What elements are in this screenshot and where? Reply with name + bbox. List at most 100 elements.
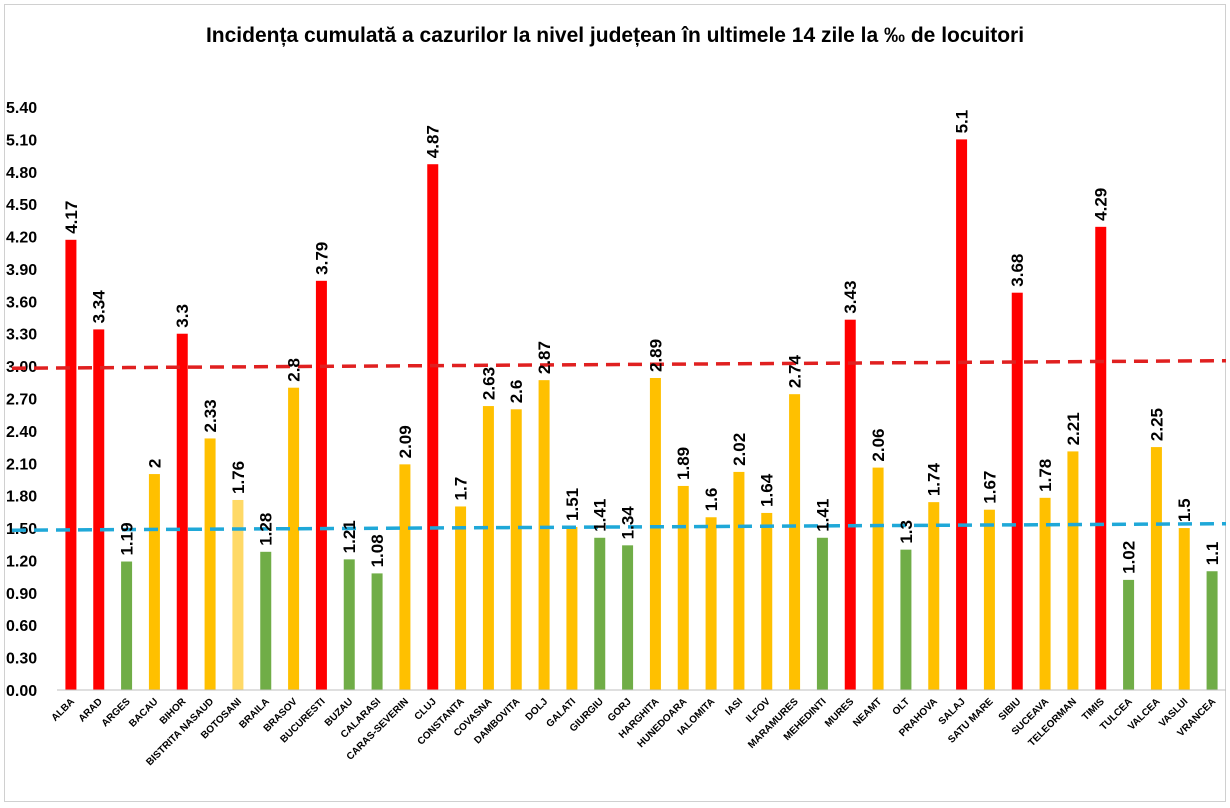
data-label: 2.74 [786,355,805,389]
data-label: 1.6 [702,488,721,512]
data-label: 1.74 [925,463,944,497]
data-label: 1.89 [674,447,693,480]
data-label: 1.21 [340,520,359,553]
data-label: 1.5 [1175,498,1194,522]
data-label: 3.3 [173,304,192,328]
bar-galati [566,526,578,690]
bar-buzau [343,559,355,690]
bar-braila [260,551,272,690]
bar-mehedinti [816,537,828,690]
bar-arad [93,329,105,690]
data-label: 1.78 [1036,459,1055,492]
data-label: 1.41 [591,499,610,532]
y-tick-label: 0.60 [6,618,37,635]
data-label: 2.8 [285,358,304,382]
bar-gorj [622,545,634,690]
y-tick-label: 5.10 [6,132,37,149]
bar-harghita [649,377,661,690]
data-label: 3.43 [841,281,860,314]
data-label: 4.17 [62,201,81,234]
bar-suceava [1039,497,1051,690]
data-label: 2.6 [507,380,526,404]
data-label: 1.64 [758,473,777,507]
bar-vaslui [1178,528,1190,690]
data-label: 2.02 [730,433,749,466]
data-label: 1.34 [619,506,638,540]
y-tick-label: 3.60 [6,294,37,311]
bar-prahova [928,502,940,690]
x-tick-label: SIBIU [997,696,1024,723]
data-label: 3.34 [90,290,109,324]
bar-satu-mare [983,509,995,690]
x-tick-label: OLT [891,696,912,717]
bar-maramures [789,394,801,690]
data-label: 2.21 [1064,412,1083,445]
bar-neamt [872,467,884,690]
data-label: 4.29 [1092,188,1111,221]
reference-line [11,521,1227,532]
bar-botosani [232,499,244,690]
bar-hunedoara [677,485,689,690]
data-label: 1.19 [118,522,137,555]
y-tick-label: 0.30 [6,651,37,668]
y-tick-label: 3.90 [6,262,37,279]
y-tick-label: 4.50 [6,197,37,214]
chart-title: Incidența cumulată a cazurilor la nivel … [205,24,1025,47]
data-label: 1.3 [897,520,916,544]
y-tick-label: 0.00 [6,683,37,700]
data-label: 1.02 [1120,541,1139,574]
data-label: 3.68 [1008,254,1027,287]
bar-bacau [148,474,160,690]
data-label: 1.08 [368,534,387,567]
bar-alba [65,239,77,691]
y-tick-label: 0.90 [6,586,37,603]
bar-calarasi [371,573,383,690]
x-tick-label: DOLJ [524,696,551,723]
bar-ialomita [705,517,717,690]
x-tick-label: BACAU [127,696,160,729]
bar-timis [1095,226,1107,691]
bar-sibiu [1011,292,1023,690]
bar-dambovita [510,409,522,690]
reference-line [11,358,1227,371]
bar-valcea [1150,447,1162,690]
reference-lines [11,358,1227,532]
y-tick-label: 4.80 [6,165,37,182]
x-tick-label: NEAMT [851,696,884,729]
bar-caras-severin [399,464,411,690]
data-label: 1.28 [257,513,276,546]
x-tick-label: ALBA [50,696,77,723]
bar-ilfov [761,512,773,690]
y-tick-label: 2.10 [6,456,37,473]
bar-covasna [482,406,494,690]
data-label: 1.76 [229,461,248,494]
y-tick-label: 1.20 [6,553,37,570]
bar-bucuresti [315,280,327,690]
bar-dolj [538,380,550,690]
bar-bihor [176,333,188,690]
data-label: 2 [145,459,164,468]
x-tick-label: CLUJ [413,696,439,722]
data-label: 2.87 [535,341,554,374]
bar-arges [121,561,133,690]
data-label: 1.67 [980,471,999,504]
data-label: 5.1 [953,110,972,134]
data-label: 2.63 [479,367,498,400]
bar-salaj [956,139,968,690]
bar-constanta [455,506,467,690]
data-label: 4.87 [424,125,443,158]
bar-mures [844,319,856,690]
data-label: 2.89 [646,339,665,372]
data-label: 1.51 [563,488,582,521]
data-labels: 4.17 3.34 1.19 2 3.3 2.33 1.76 1.28 2.8 3.79 1.21 1… [62,110,1222,574]
bar-teleorman [1067,451,1079,690]
y-tick-label: 5.40 [6,100,37,117]
bar-vrancea [1206,571,1218,690]
y-tick-label: 4.20 [6,230,37,247]
y-axis: 0.000.300.600.901.201.501.802.102.402.70… [6,100,37,700]
y-tick-label: 2.40 [6,424,37,441]
data-label: 2.09 [396,425,415,458]
bar-cluj [427,164,439,691]
